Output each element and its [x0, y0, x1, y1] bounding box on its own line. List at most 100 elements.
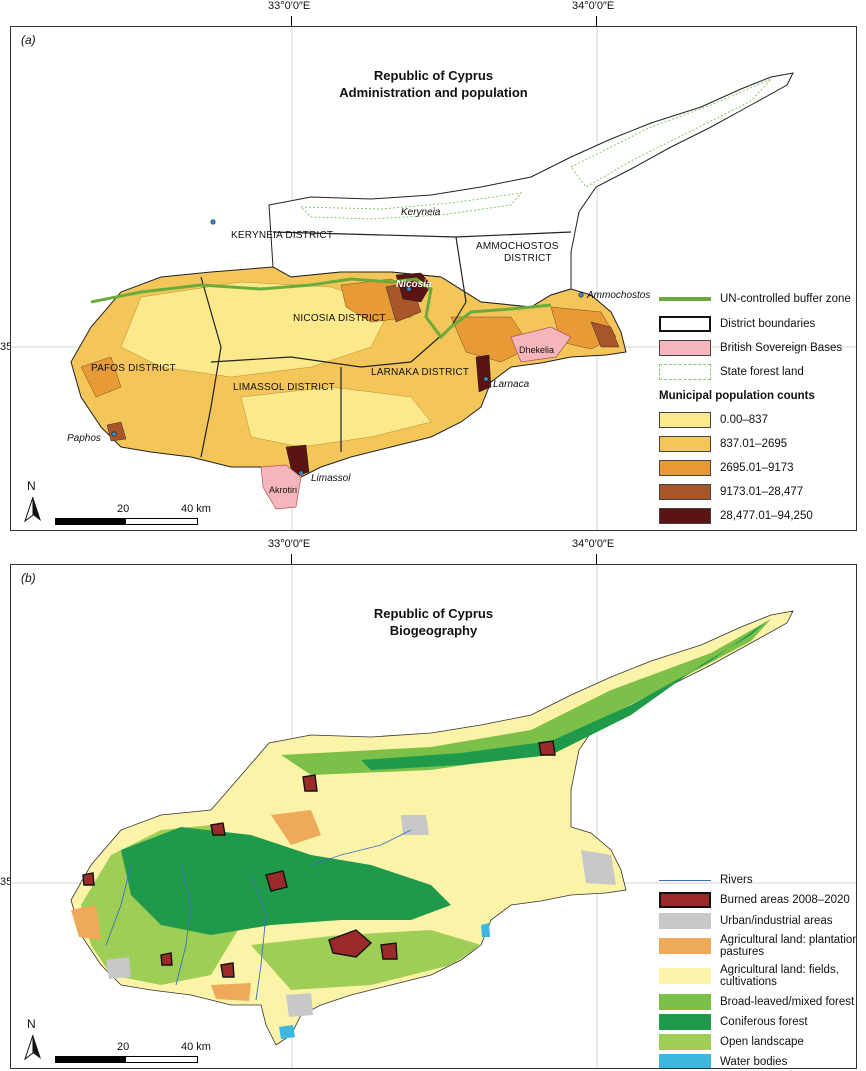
- city-point: [111, 431, 117, 437]
- legend-swatch: [659, 297, 711, 301]
- city-point: [483, 376, 489, 382]
- place-label-paphos: Paphos: [67, 433, 101, 444]
- population-class-low: [120, 281, 392, 378]
- legend-item-district-boundaries: District boundaries: [659, 315, 815, 333]
- legend-item-burned: Burned areas 2008–2020: [659, 891, 850, 909]
- legend-item-class-4: 9173.01–28,477: [659, 483, 803, 501]
- population-class-high: [590, 321, 620, 348]
- legend-label: Burned areas 2008–2020: [720, 894, 850, 906]
- legend-swatch: [659, 1034, 711, 1050]
- scale-label-end: 40 km: [181, 503, 211, 515]
- legend-label-line1: Agricultural land: plantations,: [720, 934, 857, 946]
- urban-area: [401, 815, 429, 835]
- coniferous-forest-area: [361, 621, 767, 770]
- legend-label: State forest land: [720, 366, 804, 378]
- legend-label: 2695.01–9173: [720, 462, 794, 474]
- legend-item-rivers: Rivers: [659, 871, 753, 889]
- legend-label: Coniferous forest: [720, 1016, 808, 1028]
- population-class-mid: [80, 356, 122, 398]
- river-line: [175, 864, 192, 986]
- legend-swatch: [659, 1054, 711, 1068]
- legend-label: Rivers: [720, 874, 753, 886]
- legend-panel-a: UN-controlled buffer zone District bound…: [659, 287, 854, 527]
- scale-bar-segment: [56, 1057, 126, 1062]
- legend-swatch: [659, 892, 711, 908]
- legend-swatch: [659, 508, 711, 524]
- legend-item-open-landscape: Open landscape: [659, 1033, 804, 1051]
- legend-label: UN-controlled buffer zone: [720, 293, 851, 305]
- place-label-keryneia: Keryneia: [401, 207, 441, 218]
- legend-swatch: [659, 1014, 711, 1030]
- legend-panel-b: Rivers Burned areas 2008–2020 Urban/indu…: [659, 871, 857, 1068]
- place-label-dhekelia: Dhekelia: [519, 345, 555, 355]
- legend-item-class-5: 28,477.01–94,250: [659, 507, 813, 525]
- panel-b-title: Republic of Cyprus Biogeography: [11, 605, 856, 639]
- legend-label: 28,477.01–94,250: [720, 510, 813, 522]
- legend-swatch: [659, 938, 711, 954]
- legend-label: British Sovereign Bases: [720, 342, 843, 354]
- legend-swatch: [659, 436, 711, 452]
- district-label-pafos: PAFOS DISTRICT: [91, 363, 176, 374]
- legend-label: Agricultural land: fields, cultivations: [720, 964, 856, 988]
- tick-mark: [291, 16, 292, 26]
- panel-a-map: (a) Republic of Cyprus Administration an…: [10, 26, 857, 531]
- legend-item-class-1: 0.00–837: [659, 411, 768, 429]
- legend-item-broadleaved: Broad-leaved/mixed forest: [659, 993, 854, 1011]
- legend-label: Water bodies: [720, 1056, 788, 1068]
- broadleaved-forest-area: [281, 619, 771, 775]
- legend-item-coniferous: Coniferous forest: [659, 1013, 808, 1031]
- population-class-top: [285, 444, 310, 478]
- north-label: N: [27, 479, 36, 493]
- scale-bar: [55, 1056, 198, 1063]
- legend-swatch: [659, 340, 711, 356]
- legend-item-british-bases: British Sovereign Bases: [659, 339, 842, 357]
- legend-label: Urban/industrial areas: [720, 915, 833, 927]
- tick-mark: [291, 554, 292, 564]
- legend-heading-population: Municipal population counts: [659, 390, 815, 402]
- city-point: [578, 292, 584, 298]
- legend-item-state-forest: State forest land: [659, 363, 804, 381]
- forest-land-north: [570, 78, 772, 188]
- district-label-kyrenia: KERYNEIA DISTRICT: [231, 230, 334, 241]
- legend-swatch: [659, 316, 711, 332]
- tick-mark: [596, 554, 597, 564]
- british-base-dhekelia: [510, 326, 572, 363]
- legend-swatch: [659, 968, 711, 984]
- place-label-limassol: Limassol: [311, 473, 351, 484]
- river-line: [105, 864, 132, 946]
- longitude-label-34e: 34°0′0″E: [572, 538, 615, 550]
- place-label-nicosia: Nicosia: [396, 279, 432, 290]
- legend-label-line1: Agricultural land: fields,: [720, 964, 839, 976]
- scale-bar: [55, 518, 198, 525]
- panel-a-title-line1: Republic of Cyprus: [373, 68, 494, 83]
- population-class-mid: [450, 316, 532, 363]
- north-arrow-icon: [24, 1034, 41, 1061]
- british-base-akrotiri: [260, 464, 302, 510]
- cyprus-biogeography-map: [11, 565, 856, 1068]
- island-base-fields: [70, 610, 794, 1046]
- panel-b-label: (b): [21, 571, 36, 585]
- urban-area: [286, 993, 313, 1017]
- place-label-ammochostos: Ammochostos: [587, 290, 651, 301]
- legend-swatch: [659, 484, 711, 500]
- legend-item-urban: Urban/industrial areas: [659, 912, 833, 930]
- city-point: [210, 219, 216, 225]
- burned-area: [380, 942, 398, 960]
- district-boundary: [272, 231, 572, 238]
- burned-area: [538, 740, 556, 756]
- legend-label: 0.00–837: [720, 414, 768, 426]
- legend-swatch: [659, 460, 711, 476]
- legend-swatch: [659, 879, 711, 881]
- district-label-nicosia: NICOSIA DISTRICT: [293, 313, 386, 324]
- city-point: [298, 470, 304, 476]
- city-point: [406, 286, 412, 292]
- burned-area: [82, 872, 95, 886]
- urban-area: [581, 850, 616, 885]
- burned-area: [265, 870, 288, 892]
- district-boundary: [455, 236, 467, 303]
- longitude-label-34e: 34°0′0″E: [572, 0, 615, 12]
- district-label-limassol: LIMASSOL DISTRICT: [233, 382, 335, 393]
- legend-swatch: [659, 364, 711, 380]
- legend-label: District boundaries: [720, 318, 816, 330]
- panel-b-title-line2: Biogeography: [389, 623, 478, 638]
